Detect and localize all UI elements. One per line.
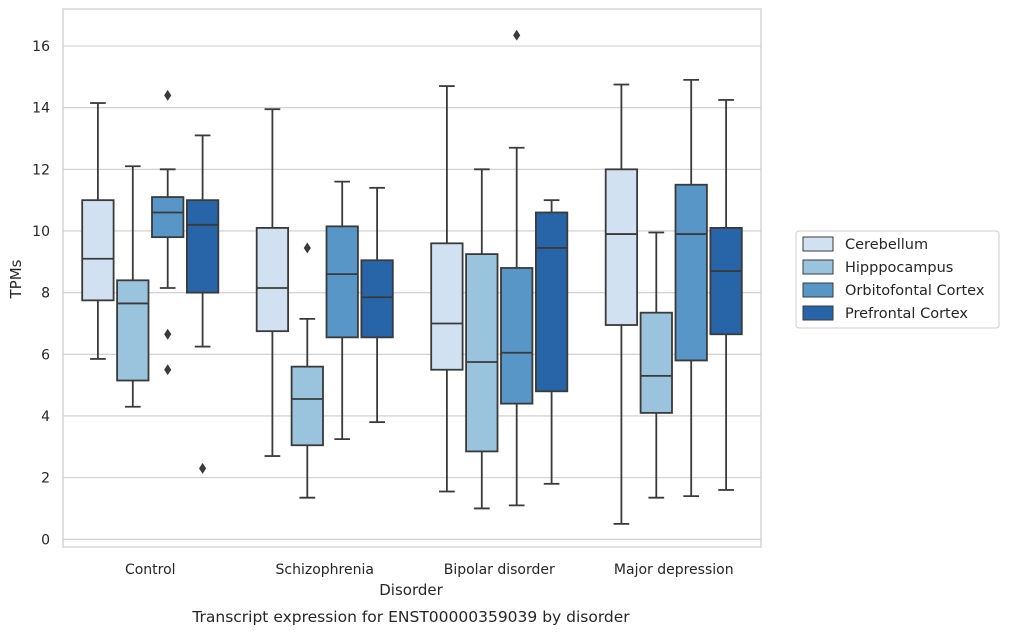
y-tick-label: 10 [32,224,50,240]
box-3-1 [360,186,394,424]
box-iqr [430,242,464,371]
legend-label: Cerebellum [845,237,928,253]
box-2-1 [325,180,359,440]
x-tick-label: Major depression [614,562,734,578]
box-0-1 [255,108,290,457]
box-1-3 [639,231,673,499]
box-iqr [116,279,150,382]
box-iqr [81,199,115,302]
y-tick-label: 0 [41,532,50,548]
box-iqr [290,365,324,447]
box-iqr [255,226,290,333]
box-iqr [151,196,185,239]
outlier-point [164,89,172,101]
y-axis-title: TPMs [7,259,25,299]
x-tick-label: Control [125,562,176,578]
y-tick-label: 8 [41,286,50,302]
legend-swatch [802,282,834,298]
box-iqr [500,267,534,405]
box-iqr [639,311,673,414]
y-tick-label: 2 [41,471,50,487]
box-iqr [185,199,220,294]
legend-swatch [802,259,834,275]
outlier-point [164,328,172,340]
y-tick-label: 12 [32,162,50,178]
box-3-0 [185,134,220,474]
box-3-3 [709,99,743,491]
y-tick-label: 16 [32,39,50,55]
outlier-point [199,462,207,474]
legend-label: Orbitofontal Cortex [845,283,985,299]
box-series [81,29,743,525]
box-iqr [604,168,639,326]
legend-swatch [802,236,834,252]
legend-swatch [802,305,834,321]
box-iqr [360,259,394,339]
x-axis-title: Disorder [379,581,443,599]
legend-label: Hipppocampus [845,260,953,276]
box-0-0 [81,102,115,360]
box-iqr [674,183,708,362]
outlier-point [513,29,521,41]
box-1-0 [116,165,150,408]
box-iqr [465,253,499,453]
box-iqr [709,226,743,336]
box-iqr [325,225,359,339]
figure-caption: Transcript expression for ENST0000035903… [191,608,630,626]
box-2-0 [151,89,185,376]
box-0-3 [604,83,639,525]
x-tick-labels: Control Schizophrenia Bipolar disorder Majo… [125,562,734,578]
outlier-point [164,364,172,376]
box-2-3 [674,79,708,498]
box-1-1 [290,242,324,499]
outlier-point [303,242,311,254]
y-tick-label: 4 [41,409,50,425]
legend-frame [795,230,1000,329]
legend: Cerebellum Hipppocampus Orbitofontal Corte… [795,230,1000,329]
box-3-2 [534,199,569,485]
box-0-2 [430,85,464,493]
legend-label: Prefrontal Cortex [845,306,968,322]
box-2-2 [500,29,534,507]
y-tick-labels: 0 2 4 6 8 10 12 14 16 [32,39,50,548]
plot-frame [62,8,762,548]
y-tick-label: 6 [41,347,50,363]
x-tick-label: Schizophrenia [276,562,374,578]
box-1-2 [465,168,499,510]
y-tick-label: 14 [32,101,50,117]
box-iqr [534,211,569,393]
x-tick-label: Bipolar disorder [444,562,555,578]
